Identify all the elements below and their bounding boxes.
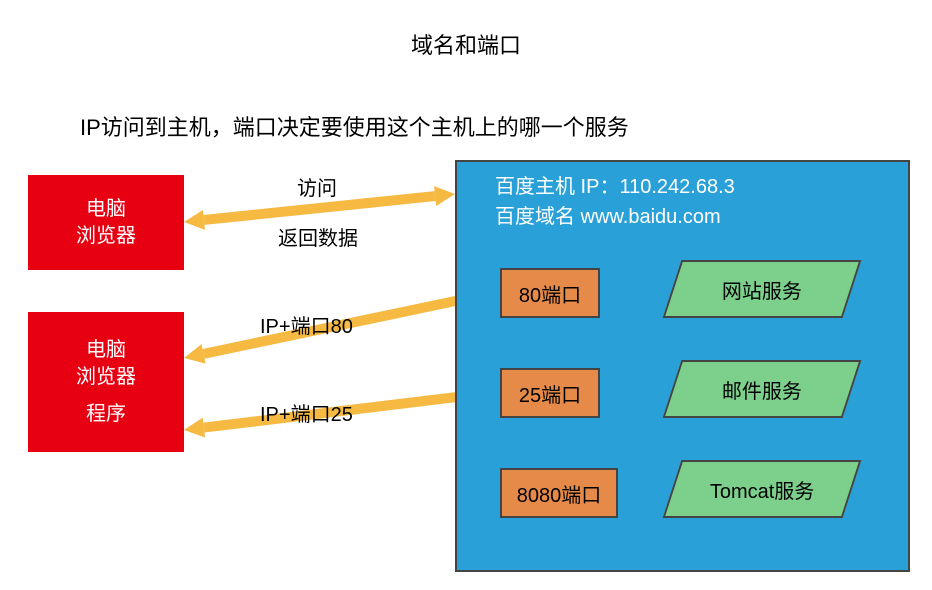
diagram-title: 域名和端口 bbox=[0, 28, 932, 60]
client-2: 电脑浏览器程序 bbox=[28, 312, 184, 452]
edge-top-label-0: 访问 bbox=[297, 172, 337, 201]
svc-tomcat: Tomcat服务 bbox=[663, 460, 862, 518]
edge-top-label-1: 返回数据 bbox=[278, 222, 358, 251]
edge-80-label-0: IP+端口80 bbox=[260, 310, 353, 339]
diagram-canvas: { "title": "域名和端口", "subtitle": "IP访问到主机… bbox=[0, 0, 932, 590]
svc-mail: 邮件服务 bbox=[663, 360, 862, 418]
server-header: 百度主机 IP：110.242.68.3百度域名 www.baidu.com bbox=[495, 172, 735, 232]
diagram-subtitle: IP访问到主机，端口决定要使用这个主机上的哪一个服务 bbox=[80, 110, 629, 142]
port-80: 80端口 bbox=[500, 268, 600, 318]
port-25: 25端口 bbox=[500, 368, 600, 418]
svc-web: 网站服务 bbox=[663, 260, 862, 318]
edge-25-label-0: IP+端口25 bbox=[260, 398, 353, 427]
client-1: 电脑浏览器 bbox=[28, 175, 184, 270]
port-8080: 8080端口 bbox=[500, 468, 618, 518]
